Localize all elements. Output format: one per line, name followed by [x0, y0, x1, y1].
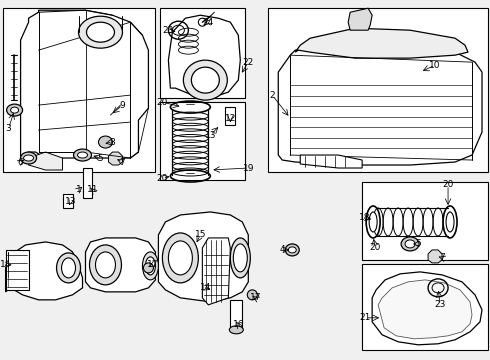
Bar	[362, 264, 488, 350]
Polygon shape	[158, 212, 248, 302]
Ellipse shape	[446, 212, 454, 232]
Ellipse shape	[401, 237, 419, 251]
Text: 1: 1	[75, 185, 81, 194]
Ellipse shape	[288, 247, 296, 253]
Ellipse shape	[233, 244, 247, 272]
Bar	[2, 8, 155, 172]
Ellipse shape	[78, 16, 122, 48]
Polygon shape	[202, 238, 230, 305]
Ellipse shape	[11, 107, 19, 113]
Ellipse shape	[96, 252, 116, 278]
Ellipse shape	[87, 22, 115, 42]
Polygon shape	[378, 280, 472, 339]
Text: 15: 15	[195, 230, 206, 239]
Bar	[82, 168, 93, 198]
Polygon shape	[28, 152, 63, 170]
Text: 16: 16	[233, 320, 244, 329]
Text: 3: 3	[6, 123, 11, 132]
Polygon shape	[108, 152, 122, 165]
Ellipse shape	[62, 258, 75, 278]
Text: 13: 13	[205, 131, 216, 140]
Bar	[269, 8, 488, 172]
Bar	[63, 194, 73, 208]
Ellipse shape	[90, 245, 122, 285]
Ellipse shape	[143, 252, 158, 280]
Bar	[225, 107, 235, 125]
Text: 21: 21	[360, 313, 371, 322]
Text: 20: 20	[442, 180, 454, 189]
Text: 20: 20	[157, 174, 168, 183]
Text: 4: 4	[279, 246, 285, 255]
Text: 5: 5	[415, 239, 421, 248]
Polygon shape	[428, 250, 442, 263]
Polygon shape	[295, 28, 468, 58]
Bar	[160, 8, 245, 98]
Text: 8: 8	[110, 138, 115, 147]
Text: 23: 23	[434, 300, 446, 309]
Ellipse shape	[146, 257, 155, 275]
Ellipse shape	[169, 241, 193, 275]
Polygon shape	[86, 238, 155, 292]
Text: 20: 20	[157, 98, 168, 107]
Bar	[160, 102, 245, 180]
Ellipse shape	[192, 67, 220, 93]
Polygon shape	[300, 155, 362, 168]
Text: 10: 10	[429, 60, 441, 69]
Ellipse shape	[98, 136, 113, 148]
Ellipse shape	[247, 290, 257, 300]
Ellipse shape	[24, 155, 34, 161]
Text: 24: 24	[203, 18, 214, 27]
Text: 7: 7	[439, 253, 445, 262]
Ellipse shape	[369, 212, 377, 232]
Polygon shape	[348, 8, 372, 30]
Ellipse shape	[74, 149, 92, 161]
Text: 5: 5	[98, 153, 103, 162]
Ellipse shape	[230, 238, 250, 278]
Text: 9: 9	[120, 100, 125, 109]
Text: 20: 20	[369, 243, 381, 252]
Text: 22: 22	[243, 58, 254, 67]
Text: 17: 17	[147, 260, 158, 269]
Text: 2: 2	[270, 91, 275, 100]
Text: 12: 12	[224, 113, 236, 122]
Ellipse shape	[229, 326, 244, 334]
Text: 14: 14	[199, 283, 211, 292]
Ellipse shape	[6, 104, 23, 116]
Text: 14: 14	[0, 260, 11, 269]
Ellipse shape	[144, 263, 153, 273]
Text: 19: 19	[243, 163, 254, 172]
Polygon shape	[5, 242, 82, 300]
Text: 7: 7	[120, 158, 125, 167]
Ellipse shape	[77, 152, 88, 158]
Polygon shape	[372, 272, 482, 345]
Bar	[362, 182, 488, 260]
Polygon shape	[21, 10, 148, 158]
Text: 6: 6	[18, 158, 24, 167]
Polygon shape	[169, 15, 240, 98]
Text: 13: 13	[65, 198, 76, 207]
Text: 11: 11	[87, 185, 98, 194]
Ellipse shape	[405, 240, 415, 248]
Ellipse shape	[183, 60, 227, 100]
Ellipse shape	[162, 233, 198, 283]
Text: 18: 18	[359, 213, 371, 222]
Ellipse shape	[285, 244, 299, 256]
Text: 17: 17	[249, 293, 261, 302]
Text: 23: 23	[163, 26, 174, 35]
Ellipse shape	[56, 253, 80, 283]
Polygon shape	[5, 250, 28, 290]
Ellipse shape	[21, 152, 37, 164]
Bar	[230, 300, 243, 330]
Polygon shape	[278, 42, 482, 165]
